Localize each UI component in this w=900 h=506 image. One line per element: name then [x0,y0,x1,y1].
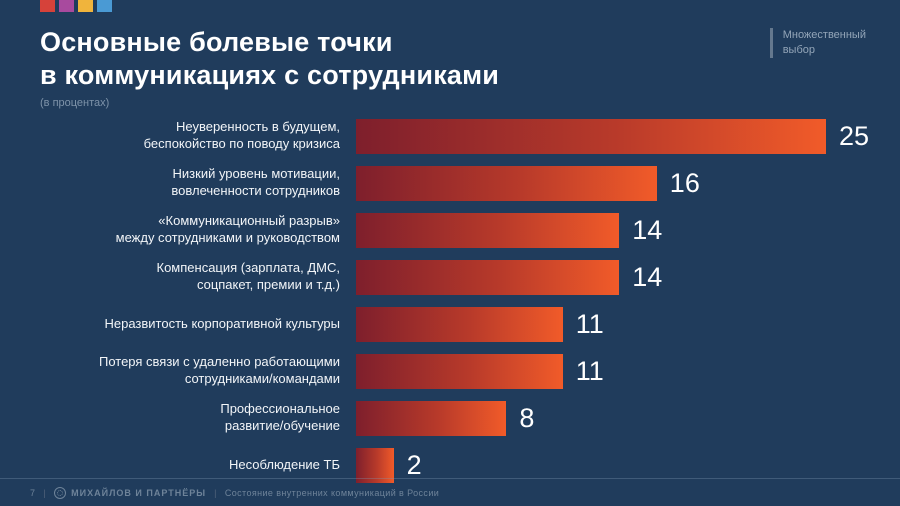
bar-value: 14 [632,214,663,245]
bar-value: 14 [632,261,663,292]
bar [356,400,507,436]
bar [356,306,563,342]
chart-row: Неуверенность в будущем, беспокойство по… [40,118,870,154]
footer-divider: | [214,487,217,498]
chart-row: Компенсация (зарплата, ДМС, соцпакет, пр… [40,259,870,295]
bar [356,212,620,248]
bar-label: Профессиональное развитие/обучение [220,401,340,434]
bar-value: 25 [839,120,870,151]
chart-subtitle: (в процентах) [40,96,110,109]
bar-label: Низкий уровень мотивации, вовлеченности … [171,166,340,199]
page-number: 7 [30,487,36,498]
chart-row: Неразвитость корпоративной культуры 11 [40,306,870,342]
bar-label: Неразвитость корпоративной культуры [104,315,341,331]
bar-value: 2 [406,449,422,480]
bar-area: 14 [356,259,870,295]
header: Основные болевые точки в коммуникациях с… [0,0,900,109]
bar [356,447,394,483]
bar-label: Компенсация (зарплата, ДМС, соцпакет, пр… [156,260,341,293]
chart-row: Несоблюдение ТБ 2 [40,447,870,483]
bar-area: 16 [356,165,870,201]
page-title: Основные болевые точки в коммуникациях с… [40,27,500,90]
footer-divider: | [43,487,47,498]
chart-row: Потеря связи с удаленно работающими сотр… [40,353,870,389]
bar-area: 11 [356,353,870,389]
chart-row: Профессиональное развитие/обучение 8 [40,400,870,436]
bar-value: 11 [575,308,604,339]
multiple-choice-note: Множественный выбор [769,28,866,58]
bar-chart: Неуверенность в будущем, беспокойство по… [0,118,900,483]
brand-name: МИХАЙЛОВ И ПАРТНЁРЫ [71,487,207,498]
bar [356,165,657,201]
logo-square [97,0,112,12]
bar-area: 14 [356,212,870,248]
bar-area: 25 [356,118,870,154]
footer-note: Состояние внутренних коммуникаций в Росс… [224,487,440,498]
chart-row: «Коммуникационный разрыв» между сотрудни… [40,212,870,248]
bar-label: Неуверенность в будущем, беспокойство по… [143,119,340,152]
bar-area: 8 [356,400,870,436]
footer: 7 | МИХАЙЛОВ И ПАРТНЁРЫ | Состояние внут… [0,478,900,506]
bar-value: 11 [575,355,604,386]
bar-area: 2 [356,447,870,483]
bar-label: Потеря связи с удаленно работающими сотр… [98,354,340,387]
chart-rows: Неуверенность в будущем, беспокойство по… [40,118,870,483]
brand-logo-squares [40,0,112,12]
bar-value: 8 [519,402,535,433]
logo-square [78,0,93,12]
chart-row: Низкий уровень мотивации, вовлеченности … [40,165,870,201]
bar-value: 16 [669,167,700,198]
bar [356,353,563,389]
bar [356,118,826,154]
brand-logo-icon [54,486,67,499]
bar-label: Несоблюдение ТБ [229,456,340,472]
bar [356,259,620,295]
logo-square [40,0,55,12]
bar-area: 11 [356,306,870,342]
bar-label: «Коммуникационный разрыв» между сотрудни… [115,213,340,246]
logo-square [59,0,74,12]
